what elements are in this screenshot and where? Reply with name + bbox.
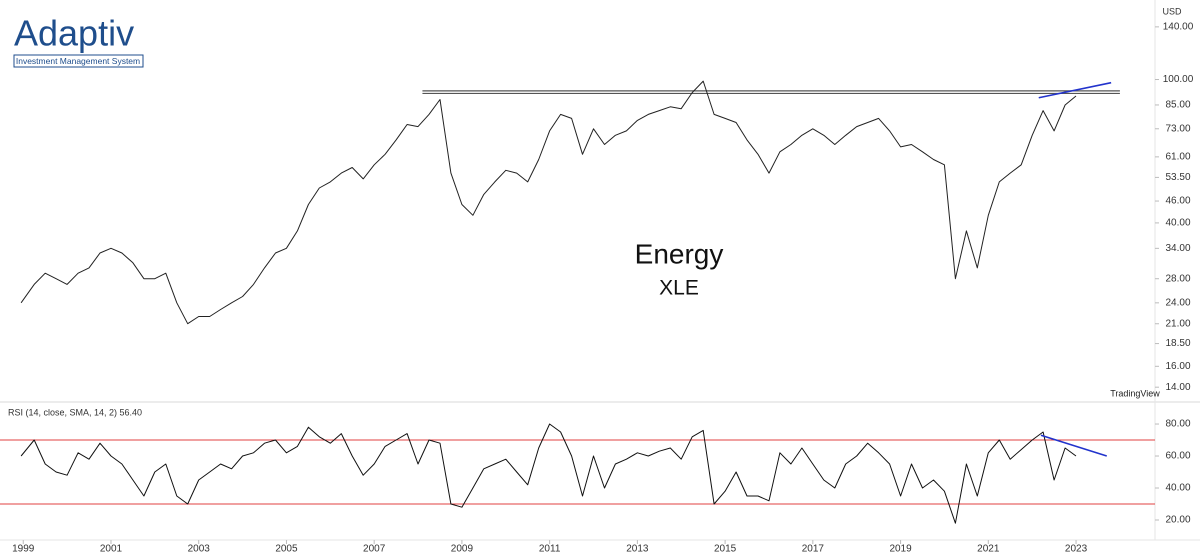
x-tick-label: 2017 (802, 544, 825, 555)
x-tick-label: 2011 (539, 544, 561, 555)
y-tick-label: 53.50 (1165, 172, 1190, 183)
y-unit: USD (1162, 6, 1182, 16)
data-line (20, 423, 1077, 524)
x-tick-label: 2005 (275, 544, 298, 555)
x-tick-label: 2009 (451, 544, 474, 555)
x-tick-label: 2023 (1065, 544, 1088, 555)
trendline (1038, 81, 1112, 99)
data-line (20, 80, 1077, 325)
y-tick-label: 14.00 (1165, 382, 1190, 393)
y-tick-label: 73.00 (1165, 123, 1190, 134)
x-tick-label: 2013 (626, 544, 649, 555)
y-tick-label: 100.00 (1163, 74, 1194, 85)
y-tick-label: 16.00 (1165, 361, 1190, 372)
y-tick-label: 85.00 (1165, 100, 1190, 111)
trendline (1040, 434, 1107, 457)
chart-title: Energy (635, 238, 724, 269)
y-tick-label: 140.00 (1163, 22, 1194, 33)
logo-tagline: Investment Management System (16, 56, 140, 66)
y-tick-label: 40.00 (1165, 483, 1190, 494)
x-tick-label: 2003 (188, 544, 211, 555)
y-tick-label: 20.00 (1165, 515, 1190, 526)
y-tick-label: 46.00 (1165, 196, 1190, 207)
watermark: TradingView (1110, 388, 1160, 398)
y-tick-label: 24.00 (1165, 297, 1190, 308)
indicator-title: RSI (14, close, SMA, 14, 2) 56.40 (8, 407, 142, 417)
y-tick-label: 61.00 (1165, 152, 1190, 163)
x-tick-label: 2015 (714, 544, 737, 555)
x-tick-label: 2019 (889, 544, 912, 555)
y-tick-label: 28.00 (1165, 273, 1190, 284)
y-tick-label: 80.00 (1165, 419, 1190, 430)
x-tick-label: 1999 (12, 544, 35, 555)
y-tick-label: 34.00 (1165, 243, 1190, 254)
logo-name: Adaptiv (14, 13, 134, 54)
x-tick-label: 2021 (977, 544, 1000, 555)
y-tick-label: 18.50 (1165, 338, 1190, 349)
y-tick-label: 40.00 (1165, 218, 1190, 229)
y-tick-label: 21.00 (1165, 318, 1190, 329)
y-tick-label: 60.00 (1165, 451, 1190, 462)
x-tick-label: 2001 (100, 544, 123, 555)
logo-frame (13, 54, 144, 68)
chart-subtitle: XLE (659, 277, 699, 300)
x-tick-label: 2007 (363, 544, 386, 555)
